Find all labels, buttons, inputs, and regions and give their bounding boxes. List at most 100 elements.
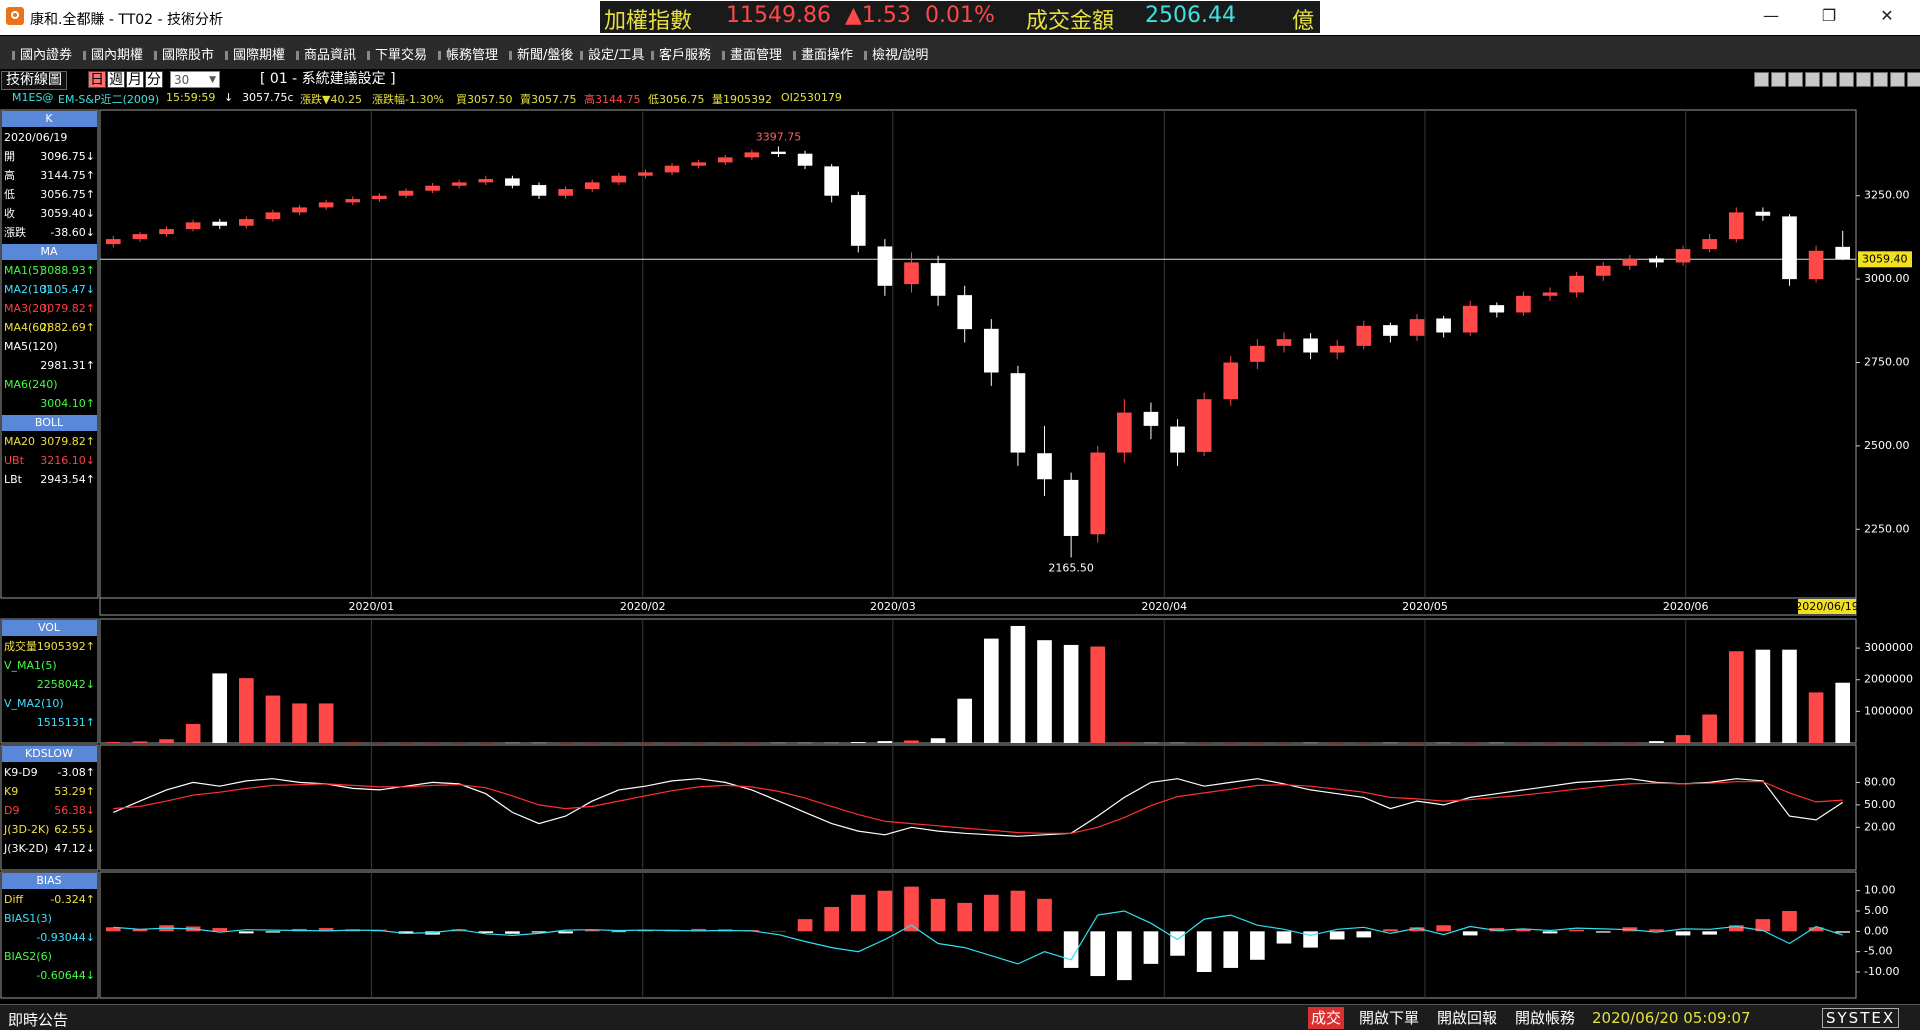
tool-icon[interactable] (1822, 72, 1837, 87)
volume-bar (930, 738, 946, 743)
side-value: -3.08↑ (57, 766, 95, 779)
bias-bar (1649, 929, 1664, 932)
menu-item[interactable]: 商品資訊 (296, 44, 356, 63)
period-button[interactable]: 分 (145, 71, 163, 88)
restore-button[interactable]: ❐ (1821, 6, 1837, 25)
volume-bar (797, 742, 813, 744)
end-date-label: 2020/06/19 (1795, 600, 1858, 613)
side-value: 3004.10↑ (40, 397, 95, 410)
status-button[interactable]: 開啟帳務 (1515, 1009, 1576, 1027)
menu-item[interactable]: 客戶服務 (651, 44, 711, 63)
end-date-box (1798, 599, 1856, 614)
ticker-change-pct: 0.01% (925, 3, 995, 28)
tool-icon[interactable] (1890, 72, 1905, 87)
menu-item[interactable]: 設定/工具 (580, 44, 644, 63)
tool-icon[interactable] (1805, 72, 1820, 87)
candle-body (1782, 216, 1797, 280)
volume-bar (584, 742, 600, 744)
tool-icon[interactable] (1771, 72, 1786, 87)
tool-icon[interactable] (1839, 72, 1854, 87)
y-tick-label: 80.00 (1864, 775, 1896, 788)
tool-icon[interactable] (1788, 72, 1803, 87)
side-value: 1515131↑ (37, 716, 95, 729)
volume-bar (877, 741, 893, 743)
setting-label[interactable]: [ 01 - 系統建議設定 ] (260, 71, 396, 87)
volume-bar (1489, 742, 1505, 744)
menu-item[interactable]: 畫面管理 (722, 44, 782, 63)
quote-change: 漲跌▼40.25 (300, 93, 362, 106)
side-value: 3216.10↓ (40, 454, 95, 467)
volume-bar (1569, 742, 1584, 744)
notice-label[interactable]: 即時公告 (8, 1011, 69, 1029)
menu-item[interactable]: 國際期權 (225, 44, 285, 63)
menu-item[interactable]: 檢視/說明 (864, 44, 928, 63)
period-button[interactable]: 月 (126, 71, 144, 88)
volume-bar (159, 739, 174, 743)
bias-bar (1037, 898, 1052, 932)
side-label: MA2(10) (4, 283, 51, 296)
close-button[interactable]: ✕ (1880, 6, 1894, 25)
menu-item[interactable]: 下單交易 (367, 44, 427, 63)
menu-item[interactable]: 新聞/盤後 (509, 44, 573, 63)
menu-item[interactable]: 國內證券 (12, 44, 72, 63)
section-header: K (45, 112, 53, 125)
bias-bar (505, 931, 520, 934)
bias-bar (1250, 931, 1265, 960)
volume-bar (1117, 742, 1132, 743)
volume-bar (345, 742, 361, 743)
bias-bar (611, 931, 627, 933)
side-frame (0, 744, 99, 871)
minutes-select[interactable]: 30 (170, 71, 220, 89)
candle-body (1409, 319, 1425, 336)
menu-item[interactable]: 帳務管理 (438, 44, 498, 63)
tool-icon[interactable] (1856, 72, 1871, 87)
candle-body (1595, 265, 1611, 276)
volume-bar (1090, 646, 1106, 743)
status-button[interactable]: 開啟回報 (1437, 1009, 1498, 1027)
quote-volume: 量1905392 (712, 93, 772, 106)
last-price-label: 3059.40 (1862, 252, 1908, 265)
status-button[interactable]: 成交 (1308, 1007, 1345, 1029)
quote-ask: 賣3057.75 (520, 93, 577, 106)
period-button[interactable]: 日 (88, 71, 106, 88)
candle-body (398, 190, 414, 196)
status-button[interactable]: 開啟下單 (1359, 1009, 1420, 1027)
menu-item[interactable]: 畫面操作 (793, 44, 853, 63)
volume-bar (1010, 625, 1026, 743)
indicator-line (113, 781, 1843, 834)
candle-body (1755, 211, 1771, 216)
candle-body (1489, 305, 1505, 313)
minimize-button[interactable]: — (1763, 6, 1779, 25)
status-bar: 即時公告 2020/06/20 05:09:07 SYSTEX 成交 開啟下單 開啟… (0, 1004, 1920, 1030)
side-label: 開 (4, 150, 15, 163)
tool-icon[interactable] (1907, 72, 1920, 87)
candle-body (1250, 345, 1265, 362)
quote-bid: 買3057.50 (456, 93, 513, 106)
section-header: BOLL (35, 416, 64, 429)
section-header: KDSLOW (25, 747, 73, 760)
candle-body (478, 179, 494, 183)
candle-body (265, 212, 281, 220)
volume-bar (983, 638, 999, 743)
bias-bar (1782, 911, 1797, 932)
menu-item[interactable]: 國內期權 (83, 44, 143, 63)
x-tick-label: 2020/01 (349, 600, 395, 613)
side-label: 漲跌 (4, 225, 26, 239)
bias-bar (930, 898, 946, 932)
bias-bar (105, 927, 121, 932)
volume-bar (398, 742, 414, 744)
tool-icon[interactable] (1754, 72, 1769, 87)
volume-bar (451, 742, 467, 744)
tool-icon[interactable] (1873, 72, 1888, 87)
bias-bar (691, 928, 706, 932)
side-frame (0, 109, 99, 599)
menu-item[interactable]: 國際股市 (154, 44, 214, 63)
y-tick-label: 2250.00 (1864, 522, 1910, 535)
volume-bar (1649, 741, 1664, 743)
bias-bar (1835, 931, 1851, 933)
volume-bar (132, 741, 148, 743)
volume-bar (1329, 742, 1345, 744)
bias-line (113, 910, 1843, 965)
period-button[interactable]: 週 (107, 71, 125, 88)
